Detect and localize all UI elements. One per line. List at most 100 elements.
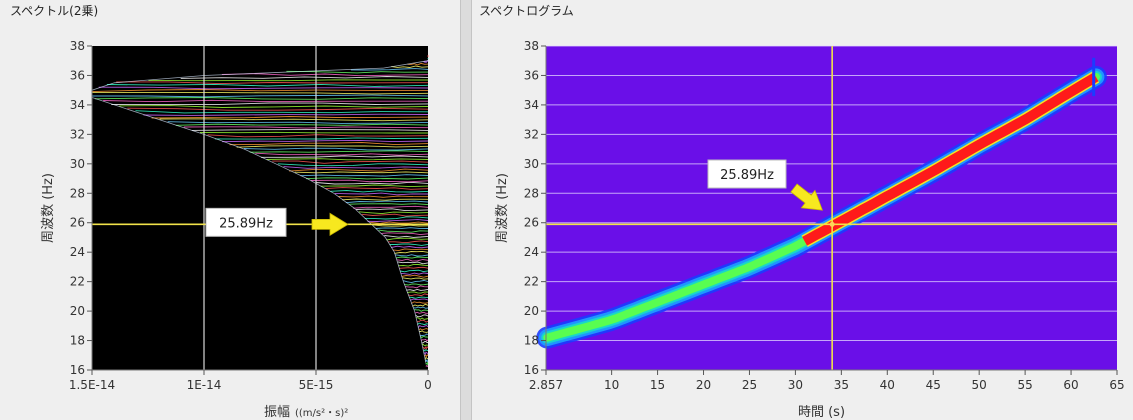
spectrum-trace (91, 89, 429, 93)
spectrum-trace (396, 256, 429, 259)
spectrum-trace (420, 335, 429, 339)
spectrum-y-tick-label: 36 (70, 68, 85, 82)
spectrum-y-tick-label: 24 (70, 245, 85, 259)
spectrogram-y-tick-label: 36 (524, 68, 539, 82)
spectrogram-y-tick-label: 20 (524, 304, 539, 318)
spectrum-trace (277, 163, 429, 167)
spectrum-trace (207, 134, 429, 138)
spectrum-trace (243, 147, 429, 151)
spectrum-trace (394, 250, 429, 254)
spectrum-trace (411, 301, 429, 304)
spectrum-trace (389, 243, 429, 246)
spectrogram-end-artifact (1092, 57, 1096, 97)
spectrogram-x-tick-label: 2.857 (529, 378, 563, 392)
spectrum-trace (334, 192, 429, 196)
spectrum-trace (407, 62, 429, 66)
spectrum-trace (260, 155, 429, 158)
spectrogram-x-tick-label: 55 (1017, 378, 1032, 392)
spectrum-trace (395, 254, 429, 257)
down-right-arrow-icon (790, 183, 823, 211)
spectrum-trace (381, 232, 429, 236)
spectrum-trace (229, 142, 429, 146)
spectrum-trace (405, 285, 429, 289)
spectrogram-x-tick-label: 25 (742, 378, 757, 392)
spectrum-trace (402, 277, 429, 280)
spectrum-trace (236, 145, 429, 148)
spectrogram-x-axis-title: 時間 (s) (798, 405, 845, 420)
spectrum-trace (199, 131, 428, 134)
spectrum-y-tick-label: 34 (70, 98, 85, 112)
spectrogram-annotation-box (707, 159, 787, 189)
spectrum-trace (272, 160, 429, 164)
spectrum-trace (151, 116, 429, 119)
spectrum-trace (289, 168, 429, 172)
spectrum-trace (414, 311, 428, 314)
spectrum-trace (417, 324, 429, 328)
spectrum-trace (222, 139, 429, 143)
spectrum-trace (191, 129, 429, 131)
spectrum-trace (143, 113, 429, 116)
spectrogram-y-tick-label: 18 (524, 334, 539, 348)
spectrum-trace (103, 99, 428, 103)
spectrum-trace (300, 174, 429, 177)
spectrogram-x-tick-label: 35 (834, 378, 849, 392)
spectrum-trace (175, 123, 429, 126)
spectrum-trace (386, 237, 429, 241)
spectrum-trace (214, 137, 429, 140)
spectrum-trace (401, 274, 429, 278)
spectrum-trace (353, 205, 429, 209)
spectrum-trace (92, 94, 429, 98)
panel-splitter[interactable] (460, 0, 472, 420)
spectrum-trace (116, 81, 429, 85)
spectrum-traces (91, 55, 429, 368)
spectrogram-ridge-core (802, 72, 1099, 246)
spectrum-trace (391, 65, 429, 68)
spectrum-trace (311, 179, 429, 183)
spectrum-trace (375, 227, 429, 229)
spectrum-trace (315, 181, 429, 185)
spectrum-trace (266, 158, 429, 161)
spectrum-y-tick-label: 30 (70, 157, 85, 171)
spectrogram-x-tick-label: 65 (1109, 378, 1124, 392)
spectrum-trace (320, 184, 429, 188)
spectrogram-panel-title: スペクトログラム (479, 4, 574, 18)
spectrogram-chart[interactable]: 16 18 20 22 24 26 28 30 32 34 36 38 2.857 10 15 20 25 30 3… (472, 0, 1133, 420)
spectrum-trace (349, 203, 429, 206)
spectrum-trace (378, 229, 429, 233)
spectrum-trace (361, 213, 429, 217)
spectrum-y-tick-label: 20 (70, 304, 85, 318)
spectrum-x-tick-label: 0 (424, 378, 432, 392)
spectrum-trace (364, 216, 429, 220)
cursor-marker[interactable] (829, 221, 835, 227)
spectrum-trace (255, 152, 429, 156)
spectrum-trace (412, 303, 429, 307)
spectrogram-ridge (536, 65, 1107, 349)
spectrogram-panel: スペクトログラム 16 18 20 22 24 26 28 30 32 34 36 38 2.857 10… (472, 0, 1133, 420)
spectrum-y-tick-label: 32 (70, 127, 85, 141)
spectrum-chart[interactable]: 16 18 20 22 24 26 28 30 32 34 36 38 1.5E-14 1E-14 5E-1… (0, 0, 460, 420)
spectrum-trace (356, 208, 429, 211)
spectrogram-y-tick-label: 22 (524, 275, 539, 289)
spectrum-x-axis-title: 振幅 (264, 405, 290, 420)
spectrum-y-tick-label: 22 (70, 275, 85, 289)
spectrum-trace (399, 266, 429, 269)
spectrum-trace (415, 314, 429, 318)
spectrum-trace (418, 328, 429, 331)
spectrum-trace (367, 219, 429, 222)
spectrum-trace (416, 319, 429, 323)
spectrum-trace (403, 280, 429, 284)
spectrum-trace (294, 171, 429, 174)
spectrum-trace (420, 338, 429, 342)
spectrum-annotation-box (205, 207, 287, 237)
spectrum-x-axis-unit: ((m/s²・s)² (295, 408, 348, 419)
spectrum-trace (106, 83, 429, 87)
spectrum-trace (286, 70, 429, 74)
spectrogram-x-tick-label: 30 (788, 378, 803, 392)
spectrum-trace (180, 76, 429, 79)
spectrum-trace (421, 341, 429, 344)
spectrum-envelope (91, 60, 429, 363)
spectrum-trace (167, 121, 429, 124)
spectrogram-x-tick-label: 50 (972, 378, 987, 392)
spectrogram-x-tick-label: 15 (650, 378, 665, 392)
spectrum-trace (419, 333, 429, 336)
